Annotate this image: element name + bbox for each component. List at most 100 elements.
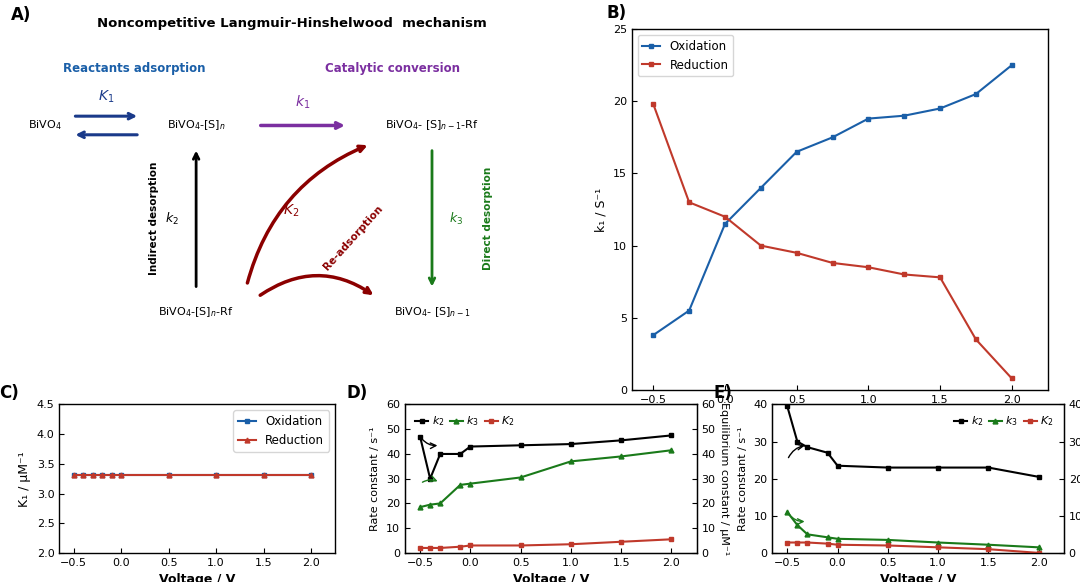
Y-axis label: k₁ / S⁻¹: k₁ / S⁻¹ [594,187,607,232]
Line: $K_2$: $K_2$ [785,540,1041,555]
$k_3$ [665,447,678,454]
Reduction [105,471,118,478]
$k_2$ [565,441,578,448]
X-axis label: Voltage / V: Voltage / V [880,573,956,582]
$K_2$ [781,539,794,546]
Oxidation [754,184,767,191]
$k_2$ [615,437,627,444]
Text: Re-adsorption: Re-adsorption [322,203,384,271]
Oxidation [67,471,80,478]
$K_2$ [932,544,945,551]
Text: E): E) [714,384,732,402]
Oxidation [933,105,946,112]
$k_3$ [1032,544,1045,551]
Oxidation [647,332,660,339]
Oxidation [96,471,109,478]
Line: Reduction: Reduction [651,102,1014,381]
Reduction [257,471,270,478]
Line: $k_3$: $k_3$ [785,510,1041,550]
$K_2$ [791,539,804,546]
Line: $K_2$: $K_2$ [418,537,674,551]
Line: Reduction: Reduction [71,472,313,477]
$k_3$ [832,535,845,542]
Text: BiVO$_4$-[S]$_n$: BiVO$_4$-[S]$_n$ [166,119,226,132]
Reduction [754,242,767,249]
Oxidation [826,134,839,141]
$k_3$ [801,531,814,538]
Reduction [718,213,731,220]
Text: Indirect desorption: Indirect desorption [149,162,159,275]
Y-axis label: Rate constant / s⁻¹: Rate constant / s⁻¹ [370,427,380,531]
Text: Noncompetitive Langmuir-Hinshelwood  mechanism: Noncompetitive Langmuir-Hinshelwood mech… [97,17,486,30]
Line: $k_2$: $k_2$ [418,433,674,481]
Reduction [826,260,839,267]
$k_2$ [791,438,804,445]
Reduction [162,471,175,478]
Oxidation [105,471,118,478]
$K_2$ [464,542,477,549]
Oxidation [683,307,696,314]
$k_3$ [982,541,995,548]
Text: $K_2$: $K_2$ [283,203,300,219]
Reduction [210,471,222,478]
Oxidation [970,91,983,98]
Oxidation [86,471,99,478]
Text: Catalytic conversion: Catalytic conversion [325,62,460,75]
Reduction [77,471,90,478]
Y-axis label: Equilibrium constant / μM⁻¹: Equilibrium constant / μM⁻¹ [719,402,729,555]
Y-axis label: Rate constant / s⁻¹: Rate constant / s⁻¹ [738,427,747,531]
Oxidation [210,471,222,478]
X-axis label: Voltage / V: Voltage / V [513,573,589,582]
$K_2$ [881,542,894,549]
Text: A): A) [11,6,31,24]
$k_2$ [464,443,477,450]
X-axis label: Voltage / V: Voltage / V [801,410,878,423]
Reduction [791,249,804,256]
$k_2$ [1032,473,1045,480]
Reduction [67,471,80,478]
$K_2$ [565,541,578,548]
Line: Oxidation: Oxidation [71,472,313,477]
$k_3$ [434,500,447,507]
$k_2$ [434,450,447,457]
$k_2$ [801,443,814,450]
$K_2$ [821,540,834,547]
$K_2$ [414,545,427,552]
Reduction [1005,375,1018,382]
$K_2$ [982,546,995,553]
Reduction [86,471,99,478]
Reduction [933,274,946,281]
Text: Reactants adsorption: Reactants adsorption [63,62,205,75]
$k_3$ [932,539,945,546]
Text: BiVO$_4$- [S]$_{n-1}$: BiVO$_4$- [S]$_{n-1}$ [394,305,470,318]
$k_3$ [464,480,477,487]
$k_3$ [791,521,804,528]
$k_3$ [454,481,467,488]
Text: $k_2$: $k_2$ [165,211,179,226]
$K_2$ [454,543,467,550]
$K_2$ [434,545,447,552]
Reduction [683,199,696,206]
Oxidation [305,471,318,478]
Oxidation [862,115,875,122]
Line: $k_3$: $k_3$ [418,448,674,510]
Reduction [114,471,127,478]
$k_3$ [514,474,527,481]
Oxidation [257,471,270,478]
Reduction [647,101,660,108]
Oxidation [897,112,910,119]
Reduction [96,471,109,478]
$K_2$ [1032,549,1045,556]
Oxidation [114,471,127,478]
Reduction [897,271,910,278]
$k_2$ [821,449,834,456]
$k_2$ [832,462,845,469]
Text: $k_3$: $k_3$ [449,211,463,226]
Text: $k_1$: $k_1$ [295,93,310,111]
$K_2$ [615,538,627,545]
Oxidation [77,471,90,478]
$k_2$ [982,464,995,471]
Legend: Oxidation, Reduction: Oxidation, Reduction [233,410,329,452]
Legend: $k_2$, $k_3$, $K_2$: $k_2$, $k_3$, $K_2$ [949,410,1058,433]
$k_2$ [414,433,427,440]
